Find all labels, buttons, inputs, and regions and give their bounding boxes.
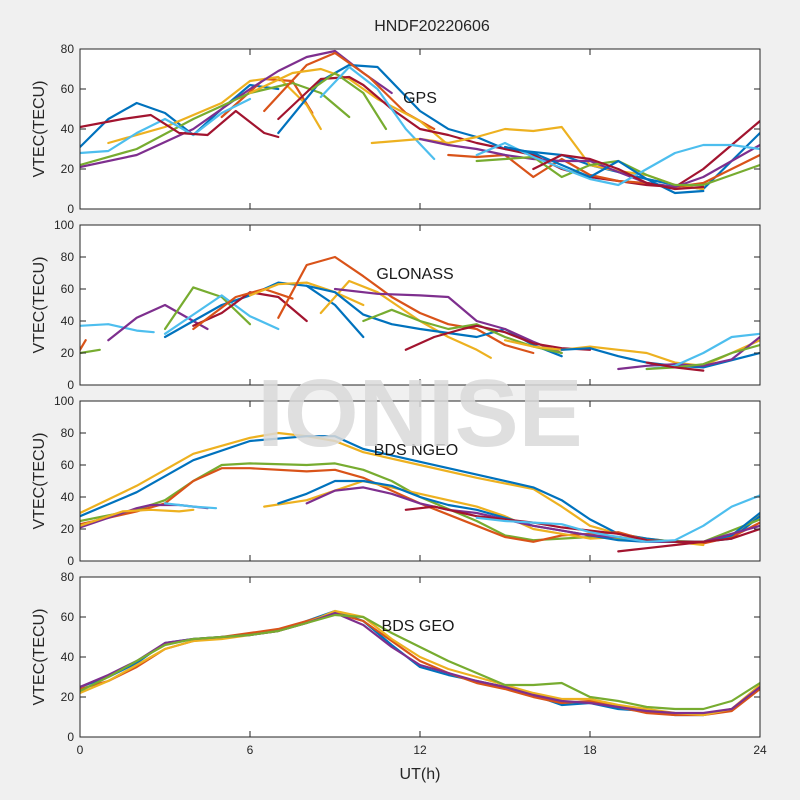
x-tick-label: 18 [583,743,597,757]
y-tick-label: 20 [61,346,75,360]
series-group [80,255,760,372]
y-tick-label: 100 [54,394,74,408]
y-tick-label: 80 [61,42,75,56]
x-tick-label: 24 [753,743,767,757]
panel-gps: 0 20 40 60 80 VTEC(TECU) GPS [31,42,761,216]
y-tick-label: 60 [61,82,75,96]
series-line-5 [163,286,252,331]
panel-glonass: 0 20 40 60 80 100 VTEC(TECU) GLONASS [31,218,761,392]
y-tick-label: 80 [61,426,75,440]
series-line-2 [80,348,101,355]
series-line-3 [107,75,322,145]
y-tick-label: 0 [67,378,74,392]
x-axis-label: UT(h) [400,766,441,783]
series-line-11 [277,255,535,355]
y-axis-label: VTEC(TECU) [31,433,48,530]
series-group [80,609,760,717]
series-line-6 [80,508,195,527]
y-tick-label: 60 [61,282,75,296]
series-line-20 [532,153,705,191]
panel-label: BDS NGEO [374,442,458,459]
y-tick-label: 0 [67,554,74,568]
y-axis-label: VTEC(TECU) [31,81,48,178]
axes-background [80,225,760,385]
y-tick-label: 20 [61,522,75,536]
series-line-13 [475,494,760,543]
x-tick-label: 6 [247,743,254,757]
series-group [80,431,760,553]
series-line-7 [80,109,280,139]
panel-bds-geo: 0 20 40 60 80 0 6 12 18 24 VTEC(TECU) BDS GEO [31,570,767,757]
series-line-16 [418,137,760,189]
series-line-3 [80,323,155,334]
figure-title: HNDF20220606 [374,18,490,35]
series-line-12 [617,527,760,553]
x-tick-label: 0 [77,743,84,757]
panel-label: BDS GEO [382,618,455,635]
y-tick-label: 40 [61,314,75,328]
y-tick-label: 40 [61,650,75,664]
y-tick-label: 20 [61,690,75,704]
series-line-1 [80,339,87,351]
series-line-6 [163,294,280,335]
series-line-10 [248,281,365,307]
series-line-14 [333,287,563,355]
panel-label: GLONASS [376,266,453,283]
watermark: IONISE [257,360,582,467]
series-line-7 [163,502,218,510]
series-line-21 [645,343,760,371]
x-tick-label: 12 [413,743,427,757]
series-line-9 [192,287,294,331]
y-tick-label: 40 [61,122,75,136]
series-line-6 [80,97,252,155]
y-tick-label: 0 [67,730,74,744]
series-group [80,49,760,195]
y-tick-label: 20 [61,162,75,176]
y-tick-label: 80 [61,570,75,584]
series-line-19 [503,145,705,195]
y-tick-label: 0 [67,202,74,216]
series-line-5 [80,613,760,711]
y-tick-label: 100 [54,218,74,232]
y-tick-label: 60 [61,458,75,472]
y-tick-label: 60 [61,610,75,624]
series-line-3 [80,609,760,717]
y-tick-label: 80 [61,250,75,264]
y-axis-label: VTEC(TECU) [31,257,48,354]
y-tick-label: 40 [61,490,75,504]
series-line-12 [311,71,388,131]
series-line-22 [645,361,705,372]
series-line-16 [404,324,592,351]
series-line-10 [248,67,450,147]
series-line-1 [80,83,280,149]
panel-bds-ngeo: 0 20 40 60 80 100 VTEC(TECU) BDS NGEO [31,394,761,568]
panel-label: GPS [403,90,437,107]
y-axis-label: VTEC(TECU) [31,609,48,706]
